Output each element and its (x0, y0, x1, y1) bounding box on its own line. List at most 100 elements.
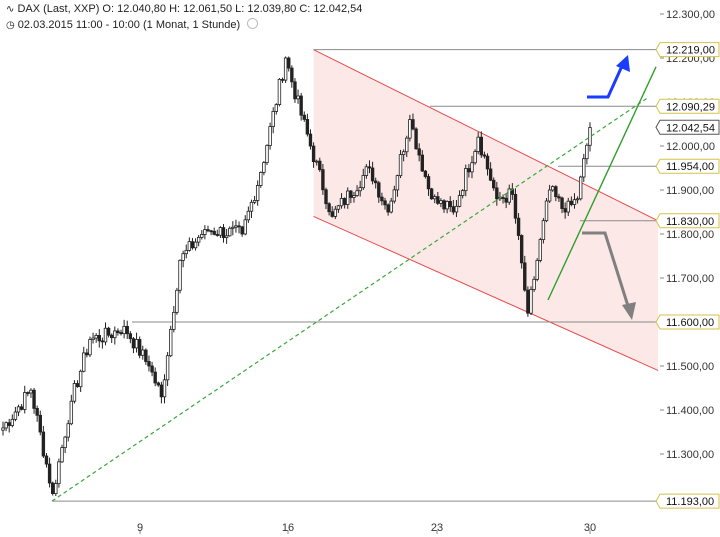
candle-body (131, 338, 136, 349)
candle (69, 394, 74, 426)
candle (582, 153, 586, 182)
candle-body (355, 190, 359, 196)
candle (364, 164, 369, 179)
candle-body (41, 431, 46, 457)
candle (190, 237, 195, 250)
candle-body (554, 186, 558, 198)
candle-body (103, 327, 108, 343)
candle-body (445, 201, 449, 210)
candle (429, 187, 434, 200)
candle-body (346, 190, 350, 205)
dashed-trendline (51, 97, 649, 502)
candle (4, 421, 8, 432)
candle (41, 426, 46, 458)
candle (305, 113, 310, 137)
candle-body (106, 327, 111, 336)
candle-body (588, 127, 592, 146)
candle (299, 92, 303, 121)
level-label: 12.090,29 (655, 98, 720, 114)
candle-body (302, 114, 306, 120)
candle-body (85, 352, 89, 356)
candle-body (476, 136, 480, 152)
current-price-label: 12.042,54 (655, 119, 720, 135)
candle-body (88, 339, 92, 356)
candle-body (69, 400, 74, 425)
candle-body (538, 239, 543, 261)
candle (153, 367, 157, 387)
candle (85, 348, 89, 358)
gray-arrow-head (622, 302, 636, 320)
level-labels: 12.219,00 12.090,29 12.042,54 11.954,00 11.8… (655, 42, 720, 509)
candle-body (66, 423, 70, 438)
candle (32, 387, 36, 414)
candle-body (255, 185, 260, 201)
y-tick-label: 11.700,00 (666, 273, 714, 285)
x-tick-label: 16 (282, 522, 294, 534)
candle (355, 185, 359, 197)
candle-body (162, 379, 167, 398)
candle (125, 320, 129, 339)
candle-body (283, 57, 288, 81)
candle-body (134, 339, 139, 349)
candle (532, 276, 536, 292)
candle-body (557, 196, 561, 199)
candle (476, 132, 480, 155)
y-tick-label: 12.000,00 (666, 141, 715, 153)
candle (339, 193, 344, 209)
candle-body (318, 160, 322, 171)
candle (228, 226, 232, 237)
candle-body (433, 196, 437, 200)
gray-arrow-shaft (582, 231, 630, 307)
candle-body (209, 230, 213, 233)
candle-body (566, 200, 570, 213)
candle-body (436, 196, 440, 204)
candle-body (165, 355, 170, 381)
candle-body (330, 211, 334, 217)
candle (330, 206, 334, 218)
candle (26, 391, 30, 397)
level-label-box (655, 42, 720, 58)
candle-body (19, 406, 24, 410)
candle (314, 159, 319, 166)
candle (333, 205, 338, 220)
candle-body (492, 179, 496, 189)
candle-body (349, 190, 353, 198)
candle-body (575, 198, 580, 201)
instrument-chart-icon[interactable]: ∿ (6, 4, 15, 15)
blue-arrow-head (616, 55, 630, 72)
level-label-text: 12.219,00 (666, 45, 715, 57)
candle-body (414, 128, 418, 150)
candle (175, 287, 179, 315)
candle-body (172, 311, 176, 330)
candle (439, 198, 443, 208)
candle (13, 406, 18, 422)
candle (10, 414, 15, 428)
gray-down-arrow (582, 231, 636, 320)
candle-body (336, 205, 341, 210)
candle (342, 197, 347, 209)
candle-body (54, 483, 58, 495)
candle-body (32, 389, 36, 409)
candle (106, 326, 111, 338)
settings-icon[interactable] (247, 18, 259, 29)
candle-body (116, 330, 120, 334)
candle (265, 144, 269, 166)
candle (473, 149, 477, 165)
candle-body (370, 167, 375, 182)
candle (240, 225, 244, 237)
candle-body (246, 210, 251, 221)
ohlc-text: DAX (Last, XXP) O: 12.040,80 H: 12.061,5… (17, 3, 363, 15)
candle-body (560, 197, 564, 209)
candle-body (13, 411, 18, 420)
candle (187, 237, 192, 252)
candle (88, 336, 92, 358)
candle (541, 218, 546, 244)
candle-body (532, 278, 536, 290)
candle-body (82, 352, 86, 372)
candle-body (290, 67, 294, 83)
candle-body (10, 418, 15, 426)
candle-body (153, 371, 157, 384)
candle-body (215, 234, 220, 236)
clock-icon: ◷ (6, 20, 15, 31)
candle (554, 185, 558, 202)
